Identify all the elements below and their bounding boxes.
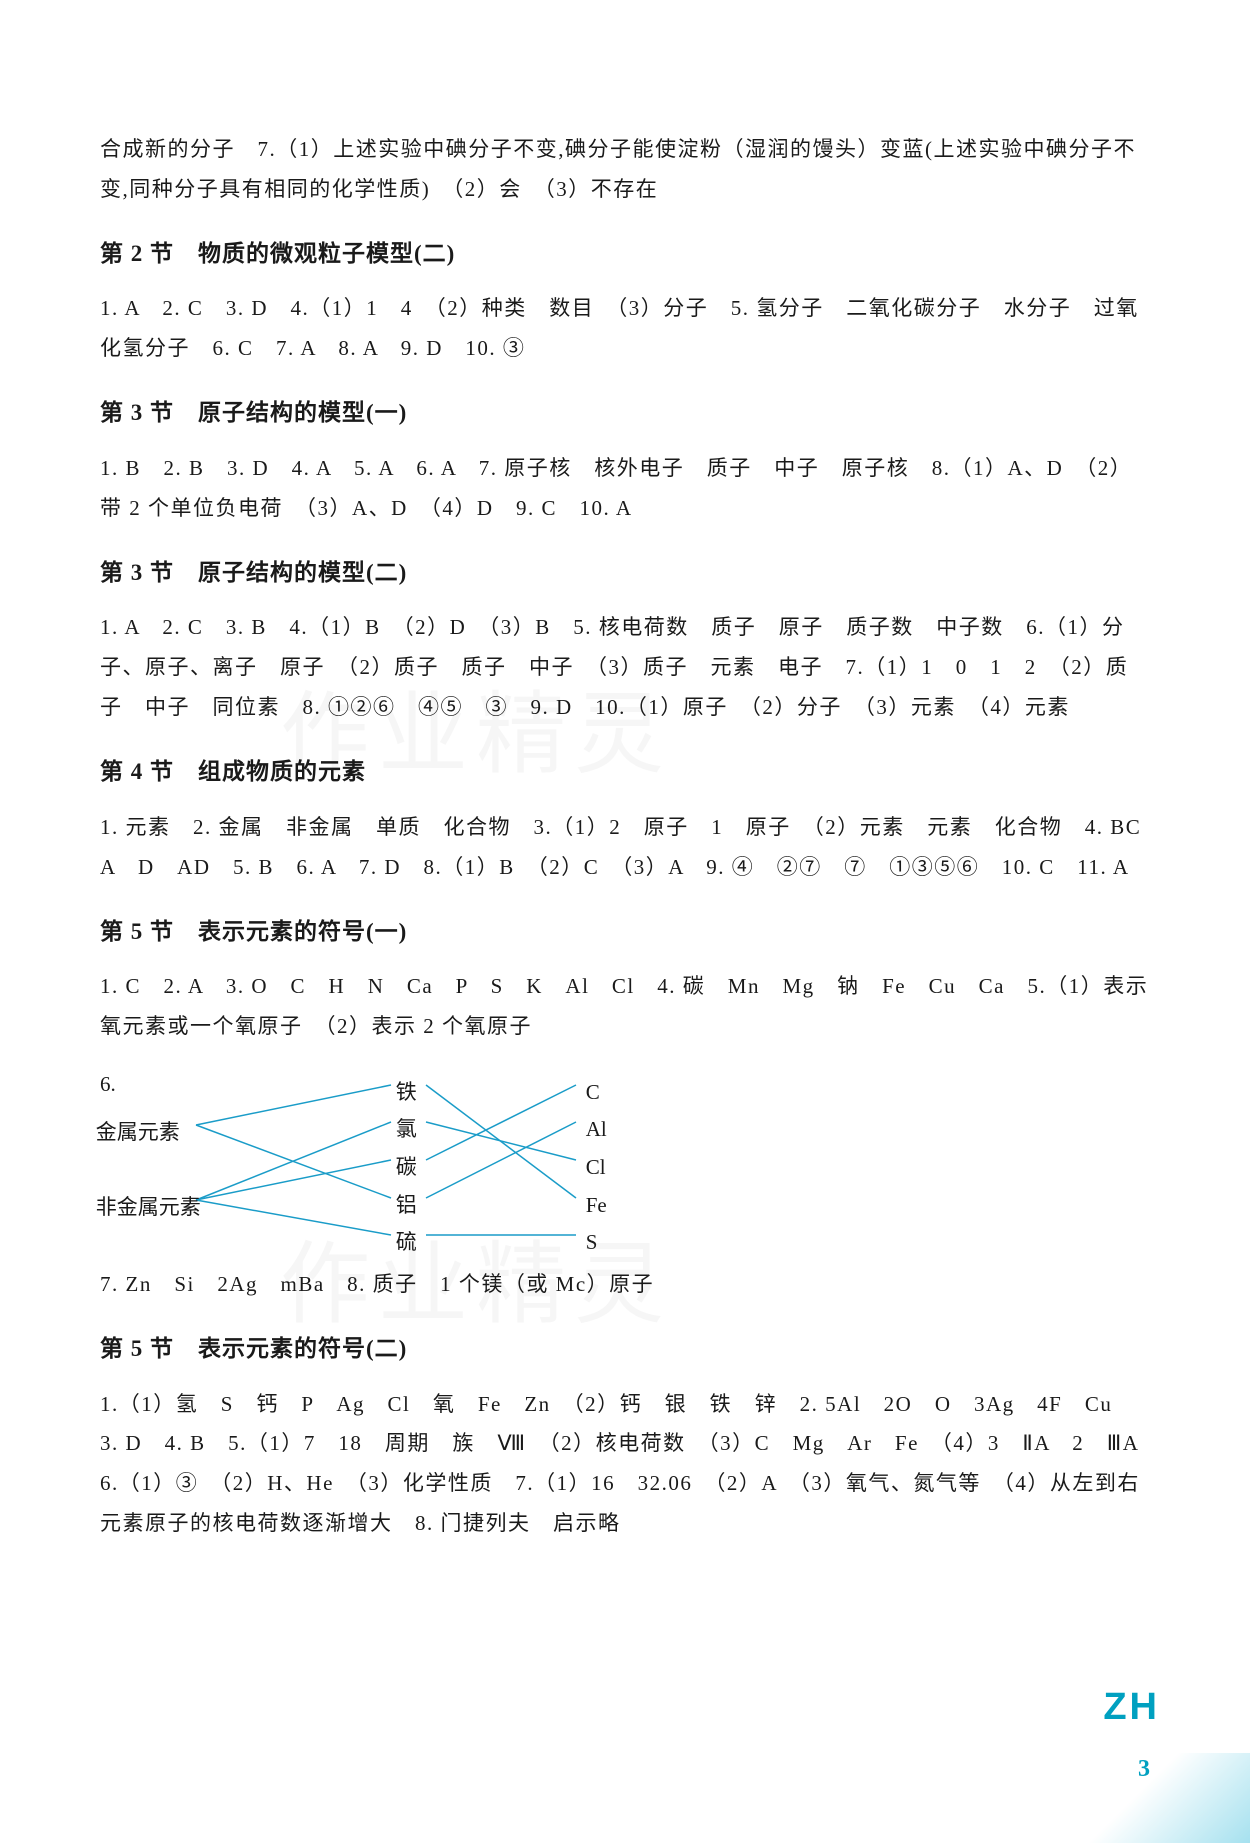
diagram-mid-label: 硫 — [396, 1223, 417, 1263]
section-answers-after: 7. Zn Si 2Ag mBa 8. 质子 1 个镁（或 Mc）原子 — [100, 1265, 1150, 1305]
diagram-lines — [126, 1070, 726, 1260]
section-answers-before: 1. C 2. A 3. O C H N Ca P S K Al Cl 4. 碳… — [100, 967, 1150, 1047]
section-header: 第 5 节 表示元素的符号(一) — [100, 910, 1150, 954]
section-0: 第 2 节 物质的微观粒子模型(二) 1. A 2. C 3. D 4.（1）1… — [100, 232, 1150, 369]
diagram-right-label: S — [586, 1223, 598, 1263]
diagram-right-label: C — [586, 1073, 600, 1113]
diagram-right-label: Cl — [586, 1148, 606, 1188]
section-answers: 1. A 2. C 3. B 4.（1）B （2）D （3）B 5. 核电荷数 … — [100, 608, 1150, 728]
matching-diagram: 金属元素非金属元素铁氯碳铝硫CAlClFeS — [126, 1070, 726, 1260]
page-number: 3 — [1138, 1747, 1150, 1793]
section-header: 第 3 节 原子结构的模型(一) — [100, 391, 1150, 435]
section-3: 第 4 节 组成物质的元素 1. 元素 2. 金属 非金属 单质 化合物 3.（… — [100, 750, 1150, 887]
diagram-left-label: 非金属元素 — [96, 1188, 201, 1228]
section-5: 第 5 节 表示元素的符号(二) 1.（1）氢 S 钙 P Ag Cl 氧 Fe… — [100, 1327, 1150, 1544]
intro-text: 合成新的分子 7.（1）上述实验中碘分子不变,碘分子能使淀粉（湿润的馒头）变蓝(… — [100, 130, 1150, 210]
diagram-left-label: 金属元素 — [96, 1113, 180, 1153]
diagram-right-label: Al — [586, 1110, 607, 1150]
section-2: 第 3 节 原子结构的模型(二) 1. A 2. C 3. B 4.（1）B （… — [100, 551, 1150, 728]
section-1: 第 3 节 原子结构的模型(一) 1. B 2. B 3. D 4. A 5. … — [100, 391, 1150, 528]
section-answers: 1.（1）氢 S 钙 P Ag Cl 氧 Fe Zn （2）钙 银 铁 锌 2.… — [100, 1385, 1150, 1545]
diagram-mid-label: 铝 — [396, 1186, 417, 1226]
q6-label: 6. — [100, 1065, 116, 1105]
section-4: 第 5 节 表示元素的符号(一) 1. C 2. A 3. O C H N Ca… — [100, 910, 1150, 1305]
diagram-mid-label: 铁 — [396, 1073, 417, 1113]
section-header: 第 5 节 表示元素的符号(二) — [100, 1327, 1150, 1371]
zh-label: ZH — [1103, 1671, 1160, 1743]
corner-decoration — [1070, 1753, 1250, 1843]
diagram-mid-label: 碳 — [396, 1148, 417, 1188]
section-answers: 1. A 2. C 3. D 4.（1）1 4 （2）种类 数目 （3）分子 5… — [100, 289, 1150, 369]
section-answers: 1. 元素 2. 金属 非金属 单质 化合物 3.（1）2 原子 1 原子 （2… — [100, 808, 1150, 888]
section-header: 第 4 节 组成物质的元素 — [100, 750, 1150, 794]
section-header: 第 3 节 原子结构的模型(二) — [100, 551, 1150, 595]
diagram-right-label: Fe — [586, 1186, 607, 1226]
section-answers: 1. B 2. B 3. D 4. A 5. A 6. A 7. 原子核 核外电… — [100, 449, 1150, 529]
document-content: 合成新的分子 7.（1）上述实验中碘分子不变,碘分子能使淀粉（湿润的馒头）变蓝(… — [100, 130, 1150, 1544]
diagram-mid-label: 氯 — [396, 1110, 417, 1150]
section-header: 第 2 节 物质的微观粒子模型(二) — [100, 232, 1150, 276]
